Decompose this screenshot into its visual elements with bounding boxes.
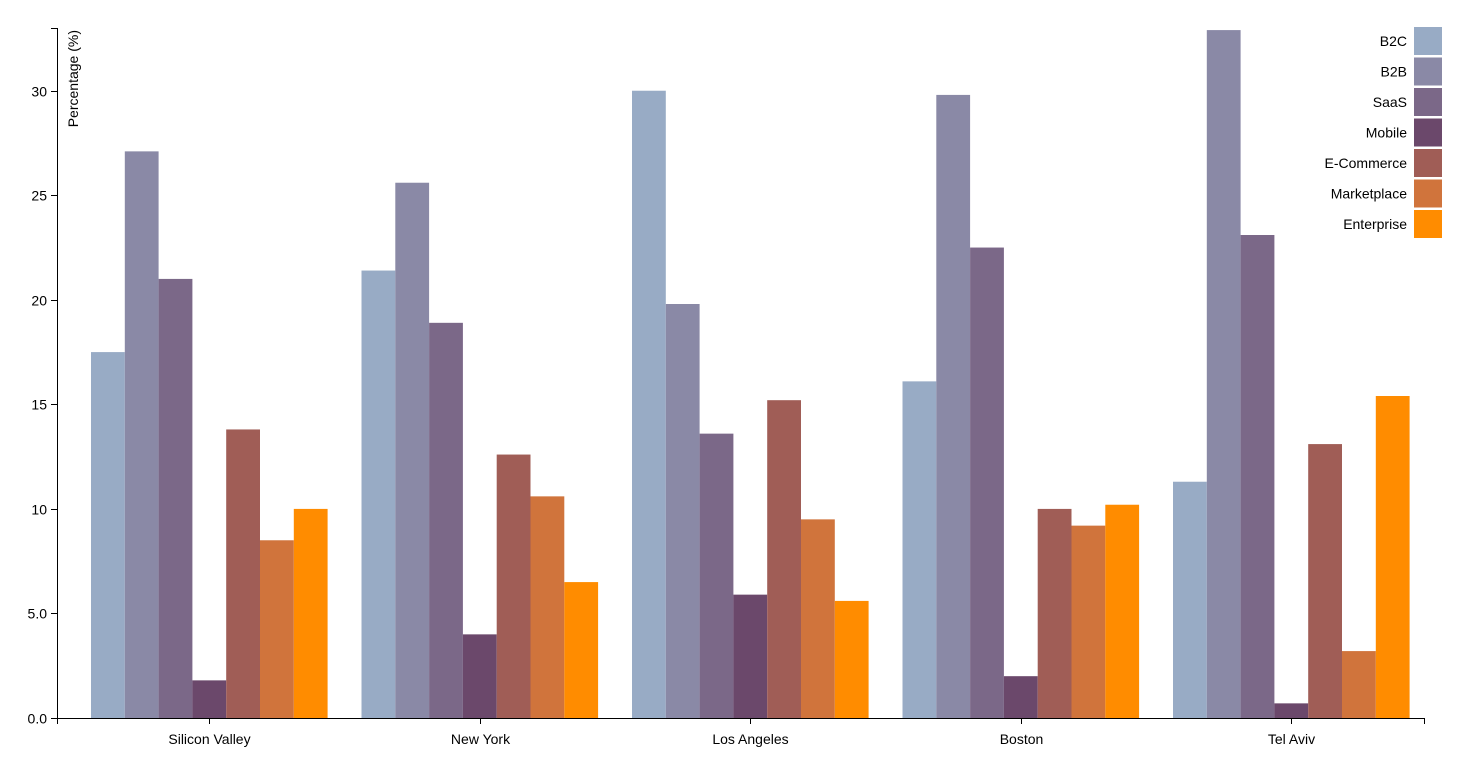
bar-los-angeles-e-commerce bbox=[767, 400, 801, 718]
bar-tel-aviv-b2c bbox=[1173, 481, 1207, 718]
bars-layer bbox=[91, 30, 1410, 719]
legend-label-b2b: B2B bbox=[1381, 64, 1407, 80]
y-axis-title: Percentage (%) bbox=[65, 30, 81, 127]
bar-tel-aviv-marketplace bbox=[1342, 651, 1376, 718]
bar-silicon-valley-saas bbox=[158, 278, 193, 718]
bar-silicon-valley-marketplace bbox=[260, 540, 294, 718]
bar-new-york-mobile bbox=[462, 634, 497, 718]
bar-new-york-saas bbox=[429, 322, 463, 718]
bar-tel-aviv-e-commerce bbox=[1308, 444, 1342, 718]
y-tick-label: 20 bbox=[31, 293, 47, 309]
bar-tel-aviv-mobile bbox=[1274, 703, 1309, 718]
y-ticks: 0.0 5.0 10 15 20 25 30 bbox=[28, 28, 58, 727]
bar-new-york-e-commerce bbox=[496, 454, 531, 718]
bar-boston-b2b bbox=[936, 94, 971, 718]
x-tick-label: Silicon Valley bbox=[168, 731, 250, 747]
legend-label-e-commerce: E-Commerce bbox=[1325, 155, 1408, 171]
legend-swatch-b2b bbox=[1414, 57, 1442, 86]
x-axis: Silicon Valley New York Los Angeles Boston T… bbox=[57, 718, 1425, 747]
y-tick-label: 10 bbox=[31, 502, 47, 518]
x-tick-label: Los Angeles bbox=[712, 731, 788, 747]
legend-label-marketplace: Marketplace bbox=[1331, 186, 1407, 202]
legend-swatch-mobile bbox=[1414, 118, 1442, 147]
y-tick-label: 15 bbox=[31, 397, 47, 413]
legend-swatch-b2c bbox=[1414, 27, 1442, 55]
legend-swatch-marketplace bbox=[1414, 179, 1442, 208]
bar-los-angeles-saas bbox=[699, 433, 734, 718]
legend-label-enterprise: Enterprise bbox=[1343, 216, 1407, 232]
x-tick-label: Boston bbox=[1000, 731, 1044, 747]
bar-silicon-valley-b2c bbox=[91, 352, 125, 718]
y-tick-label: 25 bbox=[31, 188, 47, 204]
bar-boston-mobile bbox=[1003, 676, 1038, 718]
bar-los-angeles-b2b bbox=[665, 304, 700, 718]
y-tick-label: 0.0 bbox=[28, 711, 48, 727]
bar-tel-aviv-enterprise bbox=[1375, 396, 1410, 718]
bar-los-angeles-enterprise bbox=[834, 600, 869, 718]
legend-label-mobile: Mobile bbox=[1366, 125, 1407, 141]
bar-silicon-valley-e-commerce bbox=[226, 429, 260, 718]
bar-los-angeles-b2c bbox=[632, 90, 666, 719]
legend-swatch-enterprise bbox=[1414, 210, 1442, 238]
y-tick-label: 30 bbox=[31, 84, 47, 100]
x-tick-label: New York bbox=[451, 731, 511, 747]
y-tick-label: 5.0 bbox=[28, 606, 48, 622]
legend-label-b2c: B2C bbox=[1380, 33, 1407, 49]
bar-boston-enterprise bbox=[1105, 504, 1140, 718]
legend-swatch-e-commerce bbox=[1414, 149, 1442, 177]
bar-silicon-valley-b2b bbox=[124, 151, 159, 719]
bar-new-york-enterprise bbox=[564, 582, 599, 718]
bar-new-york-b2c bbox=[361, 270, 396, 718]
x-tick-label: Tel Aviv bbox=[1268, 731, 1315, 747]
bar-los-angeles-marketplace bbox=[801, 519, 835, 718]
legend-label-saas: SaaS bbox=[1373, 94, 1407, 110]
legend-swatch-saas bbox=[1414, 88, 1442, 116]
bar-silicon-valley-enterprise bbox=[293, 508, 328, 718]
y-axis: 0.0 5.0 10 15 20 25 30 Percentage (%) bbox=[28, 28, 81, 727]
bar-tel-aviv-b2b bbox=[1206, 30, 1241, 718]
bar-los-angeles-mobile bbox=[733, 594, 768, 718]
bar-new-york-marketplace bbox=[530, 496, 565, 718]
bar-boston-b2c bbox=[902, 381, 937, 718]
legend: B2C B2B SaaS Mobile E-Commerce Marketplace Ent… bbox=[1325, 27, 1442, 238]
bar-silicon-valley-mobile bbox=[192, 680, 227, 718]
bar-boston-saas bbox=[970, 247, 1004, 719]
bar-boston-marketplace bbox=[1071, 525, 1106, 718]
bar-tel-aviv-saas bbox=[1240, 235, 1275, 718]
bar-new-york-b2b bbox=[395, 182, 430, 719]
bar-boston-e-commerce bbox=[1037, 508, 1072, 718]
